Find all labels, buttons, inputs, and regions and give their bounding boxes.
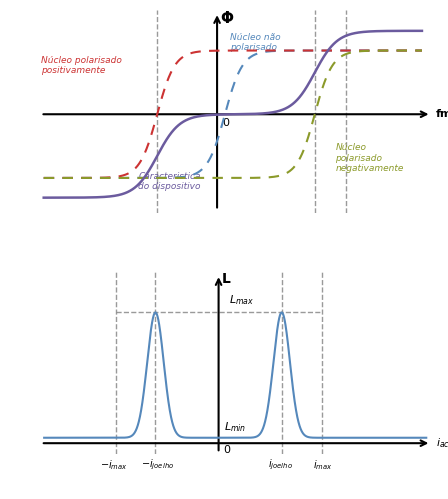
Text: $L_{max}$: $L_{max}$ [228, 293, 254, 307]
Text: $i_{joelho}$: $i_{joelho}$ [267, 458, 293, 472]
Text: $\mathbf{\Phi}$: $\mathbf{\Phi}$ [220, 10, 234, 26]
Text: Núcleo
polarisado
negativamente: Núcleo polarisado negativamente [335, 143, 404, 173]
Text: 0: 0 [224, 445, 231, 455]
Text: $i_{ac}$: $i_{ac}$ [436, 436, 448, 450]
Text: $i_{max}$: $i_{max}$ [314, 458, 333, 472]
Text: Núcleo polarisado
positivamente: Núcleo polarisado positivamente [41, 56, 121, 75]
Text: L: L [222, 272, 231, 286]
Text: $L_{min}$: $L_{min}$ [224, 420, 246, 434]
Text: Caracteristica
do dispositivo: Caracteristica do dispositivo [138, 172, 201, 191]
Text: $-i_{joelho}$: $-i_{joelho}$ [141, 458, 174, 472]
Text: Núcleo não
polarisado: Núcleo não polarisado [230, 33, 280, 52]
Text: fmm: fmm [436, 109, 448, 119]
Text: 0: 0 [222, 118, 229, 128]
Text: $-i_{max}$: $-i_{max}$ [100, 458, 128, 472]
